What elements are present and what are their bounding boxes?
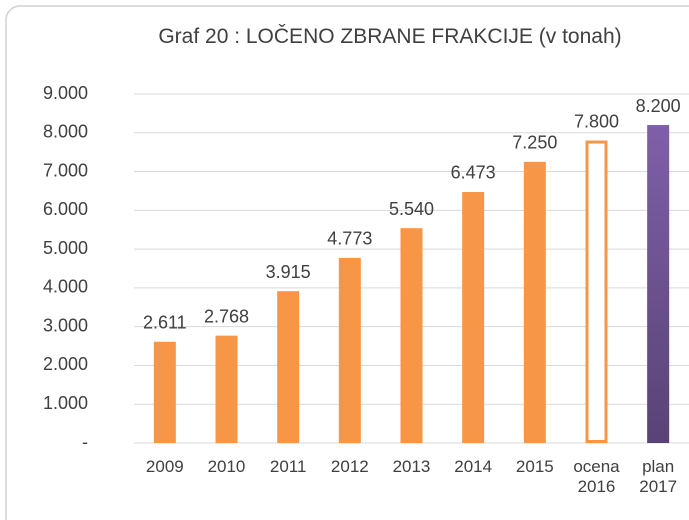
- y-tick-label: 3.000: [43, 315, 88, 335]
- y-tick-label: -: [82, 432, 88, 452]
- value-label: 7.800: [574, 111, 619, 131]
- x-tick-label: ocena 2016: [573, 457, 620, 496]
- x-tick-label: 2013: [392, 457, 431, 476]
- value-label: 3.915: [266, 262, 311, 282]
- y-tick-label: 6.000: [43, 199, 88, 219]
- bar: [338, 257, 361, 443]
- x-tick-label: 2014: [454, 457, 493, 476]
- y-tick-label: 7.000: [43, 160, 88, 180]
- x-tick-label: 2009: [145, 457, 184, 476]
- x-tick-label: 2011: [269, 457, 307, 476]
- value-label: 4.773: [327, 229, 372, 249]
- value-label: 5.540: [389, 199, 434, 219]
- y-tick-label: 9.000: [43, 83, 88, 103]
- x-tick-label: plan 2017: [639, 457, 678, 496]
- bar: [215, 335, 238, 443]
- x-tick-label: 2012: [330, 457, 369, 476]
- bar: [462, 191, 485, 443]
- x-tick-label: 2015: [515, 457, 554, 476]
- value-label: 6.473: [451, 163, 496, 183]
- bar: [153, 341, 176, 443]
- y-tick-label: 4.000: [43, 277, 88, 297]
- value-label: 2.768: [204, 306, 249, 326]
- y-tick-label: 2.000: [43, 354, 88, 374]
- bar: [400, 228, 423, 443]
- chart-title: Graf 20 : LOČENO ZBRANE FRAKCIJE (v tona…: [158, 25, 622, 48]
- bar: [585, 140, 608, 444]
- y-tick-label: 1.000: [43, 393, 88, 413]
- y-tick-label: 8.000: [43, 122, 88, 142]
- chart-border: [5, 5, 689, 520]
- y-tick-label: 5.000: [43, 238, 88, 258]
- bar: [523, 161, 546, 443]
- bar-shade: [647, 125, 670, 444]
- value-label: 2.611: [143, 313, 187, 333]
- bar: [277, 291, 300, 443]
- x-tick-label: 2010: [207, 457, 246, 476]
- value-label: 8.200: [636, 96, 681, 116]
- value-label: 7.250: [512, 133, 557, 153]
